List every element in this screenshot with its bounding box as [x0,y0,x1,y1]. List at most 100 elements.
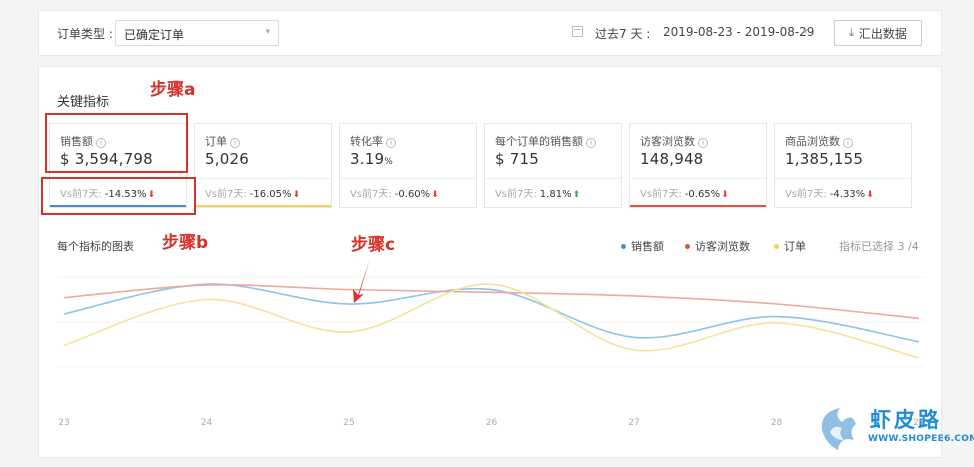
x-tick-label: 25 [343,418,354,428]
panel-title: 关键指标 [57,95,110,110]
legend-visitors[interactable]: 访客浏览数 [685,238,750,254]
metric-name-text: 转化率 [350,135,383,148]
metric-comparison: Vs前7天: -0.60%⬇ [350,185,439,200]
card-divider [630,178,766,179]
legend-dot-orders [774,243,779,249]
comparison-label: Vs前7天: [785,189,827,200]
metric-value-text: 5,026 [205,150,249,168]
legend-sales[interactable]: 销售额 [621,238,664,254]
annotation-step-a: 步骤a [150,80,196,100]
metric-value: $ 715 [495,150,539,168]
arrow-down-icon: ⬇ [431,190,439,200]
comparison-value: 1.81 [539,189,563,200]
metric-name-text: 销售额 [60,135,93,148]
metric-name-text: 商品浏览数 [785,135,840,148]
legend-dot-sales [621,243,626,249]
metric-card[interactable]: 每个订单的销售额 i $ 715 Vs前7天: 1.81%⬆ [484,123,622,208]
info-icon[interactable]: i [96,138,106,148]
metric-comparison: Vs前7天: -16.05%⬇ [205,185,300,200]
metrics-line-chart: 23 24 25 26 27 28 29 [57,276,925,428]
metric-name-text: 访客浏览数 [640,135,695,148]
key-metrics-panel: 关键指标 销售额 i $ 3,594,798 Vs前7天: -14.53%⬇ 订单 i 5,0… [38,66,942,458]
chart-title: 每个指标的图表 [57,240,134,253]
x-tick-label: 23 [58,418,69,428]
download-icon: ⤓ [849,26,854,39]
metric-value-text: 1,385,155 [785,150,864,168]
metric-comparison: Vs前7天: -4.33%⬇ [785,185,874,200]
comparison-unit: % [710,189,721,200]
comparison-value: -4.33 [829,189,856,200]
metric-value-text: 3.19 [350,150,385,168]
info-icon[interactable]: i [386,138,396,148]
metric-value: 1,385,155 [785,150,863,168]
metric-card[interactable]: 转化率 i 3.19% Vs前7天: -0.60%⬇ [339,123,477,208]
legend-dot-visitors [685,243,690,249]
annotation-arrow [353,259,370,303]
order-type-select[interactable]: 已确定订单 ▾ [115,20,279,46]
card-divider [485,178,621,179]
metric-comparison: Vs前7天: -0.65%⬇ [640,185,729,200]
x-tick-label: 26 [486,418,498,428]
export-data-button[interactable]: ⤓ 汇出数据 [834,20,922,46]
metric-value-unit: % [384,157,393,167]
metric-value: 5,026 [205,150,249,168]
watermark-url: WWW.SHOPEE6.COM [868,434,974,444]
annotation-arrow-shape [353,259,370,303]
card-divider [775,178,911,179]
comparison-value: -0.65 [684,189,711,200]
metric-selected-bar [630,205,766,207]
metric-name: 商品浏览数 i [785,133,853,149]
comparison-value: -0.60 [394,189,421,200]
info-icon[interactable]: i [586,138,596,148]
metric-value: 148,948 [640,150,703,168]
info-icon[interactable]: i [230,138,240,148]
metric-value: 3.19% [350,150,393,168]
comparison-label: Vs前7天: [205,189,247,200]
date-chevron-down-icon[interactable]: ▾ [803,27,808,37]
metric-card[interactable]: 访客浏览数 i 148,948 Vs前7天: -0.65%⬇ [629,123,767,208]
series-line-0[interactable] [63,283,920,343]
x-tick-label: 28 [771,418,783,428]
annotation-box-sales [45,113,188,173]
metric-selected-bar [50,205,186,207]
comparison-unit: % [562,189,572,200]
arrow-down-icon: ⬇ [147,190,156,200]
legend-orders[interactable]: 订单 [774,238,806,254]
card-divider [195,178,331,179]
metric-card[interactable]: 订单 i 5,026 Vs前7天: -16.05%⬇ [194,123,332,208]
annotation-step-c: 步骤c [351,235,396,255]
arrow-down-icon: ⬇ [866,190,874,200]
comparison-unit: % [420,189,431,200]
metric-name: 转化率 i [350,133,396,149]
comparison-value: -14.53 [104,189,138,200]
period-label: 过去7 天 : [595,27,651,41]
x-tick-label: 27 [628,418,639,428]
comparison-label: Vs前7天: [350,189,392,200]
metric-value-text: 148,948 [640,150,704,168]
calendar-icon[interactable] [572,26,583,37]
shopee6-logo-watermark [821,408,856,450]
legend-label-sales: 销售额 [631,240,664,253]
series-line-2[interactable] [63,283,920,359]
annotation-box-compare [41,177,196,215]
info-icon[interactable]: i [698,138,708,148]
metric-name: 每个订单的销售额 i [495,133,596,149]
comparison-unit: % [855,189,866,200]
metric-card[interactable]: 销售额 i $ 3,594,798 Vs前7天: -14.53%⬇ [49,123,187,208]
comparison-label: Vs前7天: [640,189,682,200]
series-line-1[interactable] [63,284,920,320]
filter-bar: 订单类型 : 已确定订单 ▾ 过去7 天 : 2019-08-23 - 2019… [38,10,942,56]
card-divider [340,178,476,179]
metric-name-text: 订单 [205,135,227,148]
date-range-picker[interactable]: 2019-08-23 - 2019-08-29 [663,25,815,39]
arrow-down-icon: ⬇ [721,190,729,200]
comparison-label: Vs前7天: [495,189,537,200]
metric-card[interactable]: 商品浏览数 i 1,385,155 Vs前7天: -4.33%⬇ [774,123,912,208]
arrow-up-icon: ⬆ [572,190,581,200]
info-icon[interactable]: i [843,138,853,148]
export-label: 汇出数据 [858,26,907,41]
metric-comparison: Vs前7天: 1.81%⬆ [495,185,580,200]
comparison-unit: % [137,189,147,200]
metric-value: $ 3,594,798 [60,150,153,168]
metric-name: 订单 i [205,133,240,149]
